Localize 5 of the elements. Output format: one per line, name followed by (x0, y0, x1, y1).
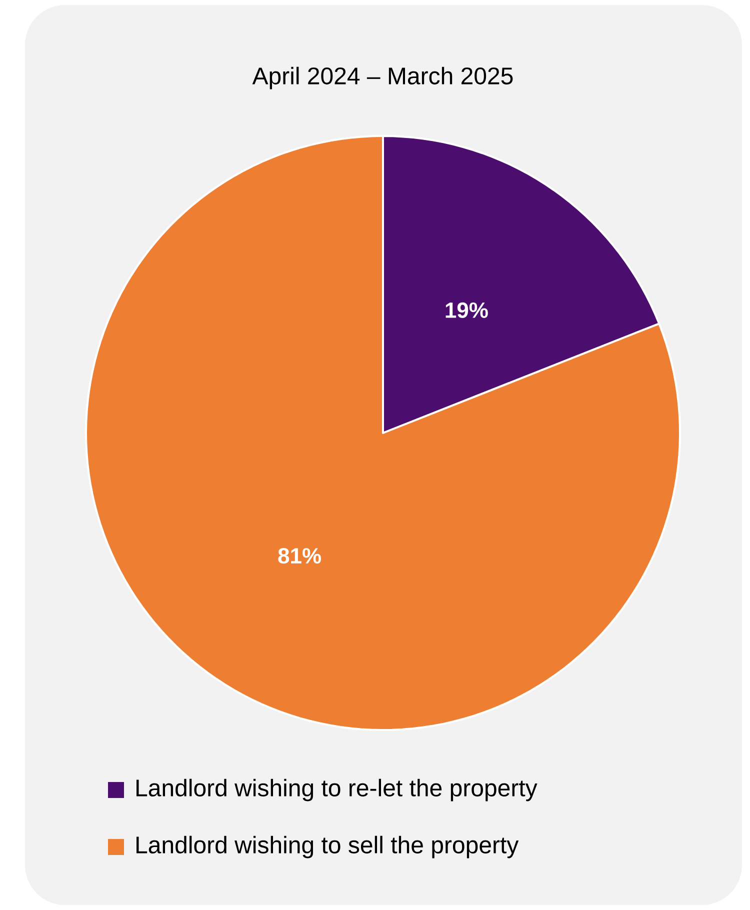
data-label: 81% (278, 548, 321, 564)
legend-label: Landlord wishing to re-let the property (136, 778, 538, 802)
chart-title: April 2024 – March 2025 (252, 66, 513, 90)
legend-label: Landlord wishing to sell the property (136, 836, 519, 858)
data-label: 19% (446, 302, 488, 318)
